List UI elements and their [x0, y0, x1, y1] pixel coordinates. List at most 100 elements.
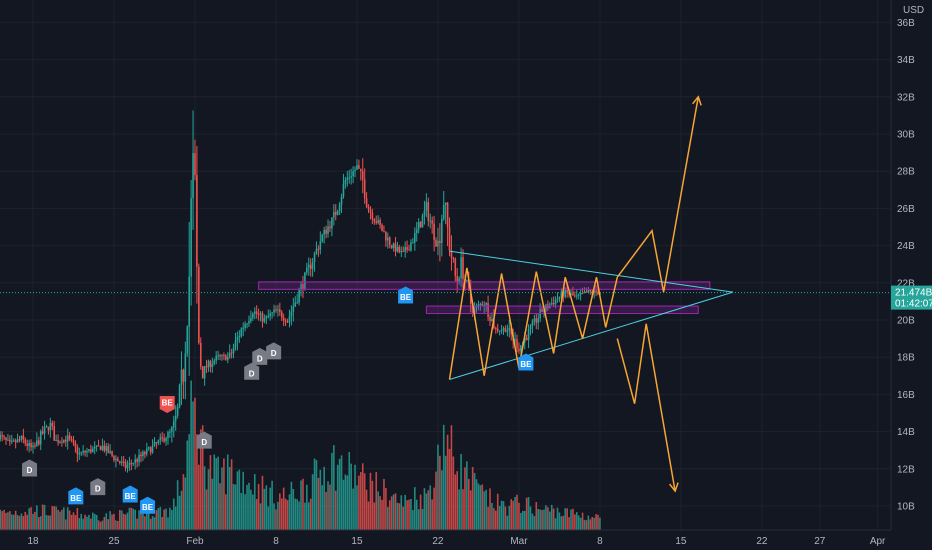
volume-bar — [93, 513, 96, 530]
volume-bar — [111, 514, 113, 530]
candle-body — [192, 153, 194, 199]
volume-bar — [188, 434, 190, 530]
candle-body — [566, 288, 568, 293]
price-axis[interactable]: 10B 12B 14B 16B 18B 20B 22B 24B 26B 28B 30B 32B 34B 3… — [890, 0, 932, 550]
volume-bar — [456, 471, 459, 530]
candle-body — [473, 307, 476, 314]
volume-bar — [406, 500, 408, 530]
volume-bar — [587, 515, 590, 530]
volume-bar — [149, 518, 152, 530]
volume-bar — [452, 456, 455, 530]
volume-bar — [441, 470, 443, 530]
candle-body — [444, 202, 447, 205]
volume-bar — [115, 520, 117, 530]
candle-body — [221, 355, 223, 357]
candle-body — [404, 247, 406, 252]
candle-body — [80, 452, 83, 454]
candle-body — [280, 311, 283, 318]
candle-body — [574, 295, 576, 297]
candle-body — [377, 220, 379, 224]
candle-body — [483, 304, 486, 306]
candle-body — [354, 169, 356, 172]
volume-bar — [109, 511, 111, 530]
volume-bar — [466, 461, 468, 530]
candle-body — [138, 454, 140, 462]
candle-body — [579, 293, 582, 295]
candle-body — [313, 253, 316, 263]
time-tick-label: 8 — [597, 536, 603, 547]
volume-bar — [103, 516, 106, 530]
volume-bar — [360, 472, 362, 530]
volume-bar — [253, 474, 256, 530]
candle-body — [159, 437, 162, 441]
candle-body — [329, 226, 331, 229]
volume-bar — [579, 517, 582, 530]
price-candles — [0, 110, 601, 473]
candle-body — [350, 176, 352, 178]
volume-bar — [336, 464, 339, 530]
candle-body — [7, 439, 9, 441]
volume-bar — [450, 425, 453, 530]
signal-label: D — [95, 485, 101, 494]
volume-bar — [28, 508, 30, 530]
candle-body — [66, 435, 69, 442]
candle-body — [462, 257, 464, 280]
candle-body — [190, 198, 192, 277]
candle-body — [356, 165, 358, 170]
candle-body — [525, 337, 528, 340]
candle-body — [205, 366, 208, 368]
time-tick-label: 22 — [756, 536, 768, 547]
volume-bar — [448, 448, 451, 530]
volume-bar — [113, 513, 115, 530]
zigzag-pattern — [448, 267, 619, 380]
volume-bar — [190, 380, 192, 530]
volume-bar — [564, 508, 567, 530]
candle-body — [581, 293, 584, 295]
time-tick-label: 22 — [432, 536, 444, 547]
candle-body — [570, 293, 572, 295]
candle-body — [471, 303, 474, 314]
volume-bar — [134, 509, 137, 530]
volume-bar — [358, 475, 360, 530]
candle-body — [74, 442, 77, 447]
volume-bar — [415, 499, 418, 530]
volume-bar — [381, 499, 383, 530]
signal-shape — [122, 485, 138, 503]
volume-bar — [255, 499, 258, 530]
candle-body — [226, 356, 229, 360]
volume-bar — [412, 510, 414, 530]
volume-bar — [491, 502, 493, 530]
candle-body — [433, 223, 435, 240]
volume-bar — [36, 505, 38, 530]
triangle-upper-line — [449, 250, 734, 293]
candle-body — [234, 340, 237, 348]
candle-body — [225, 355, 227, 360]
volume-bar — [213, 454, 216, 530]
candle-body — [261, 313, 264, 322]
time-axis[interactable]: 18 25 Feb 8 15 22 Mar 8 15 22 27 Apr — [0, 529, 891, 550]
volume-bar — [161, 517, 163, 530]
signal-label: BE — [400, 293, 412, 302]
volume-bar — [498, 506, 501, 530]
candle-body — [111, 451, 113, 456]
volume-bar — [45, 515, 48, 530]
volume-bar — [496, 493, 499, 530]
candle-body — [340, 196, 343, 205]
candle-body — [429, 220, 432, 222]
candle-body — [387, 237, 389, 241]
candle-body — [373, 219, 376, 222]
candle-body — [118, 461, 121, 463]
volume-bar — [120, 510, 123, 530]
volume-bar — [147, 506, 150, 530]
candle-body — [277, 309, 279, 311]
volume-bar — [560, 516, 563, 530]
volume-bar — [105, 513, 108, 530]
candle-body — [398, 246, 401, 253]
candle-body — [259, 313, 262, 315]
volume-bar — [583, 519, 586, 530]
volume-bar — [273, 503, 275, 530]
volume-bar — [209, 455, 212, 530]
candle-body — [537, 318, 540, 323]
